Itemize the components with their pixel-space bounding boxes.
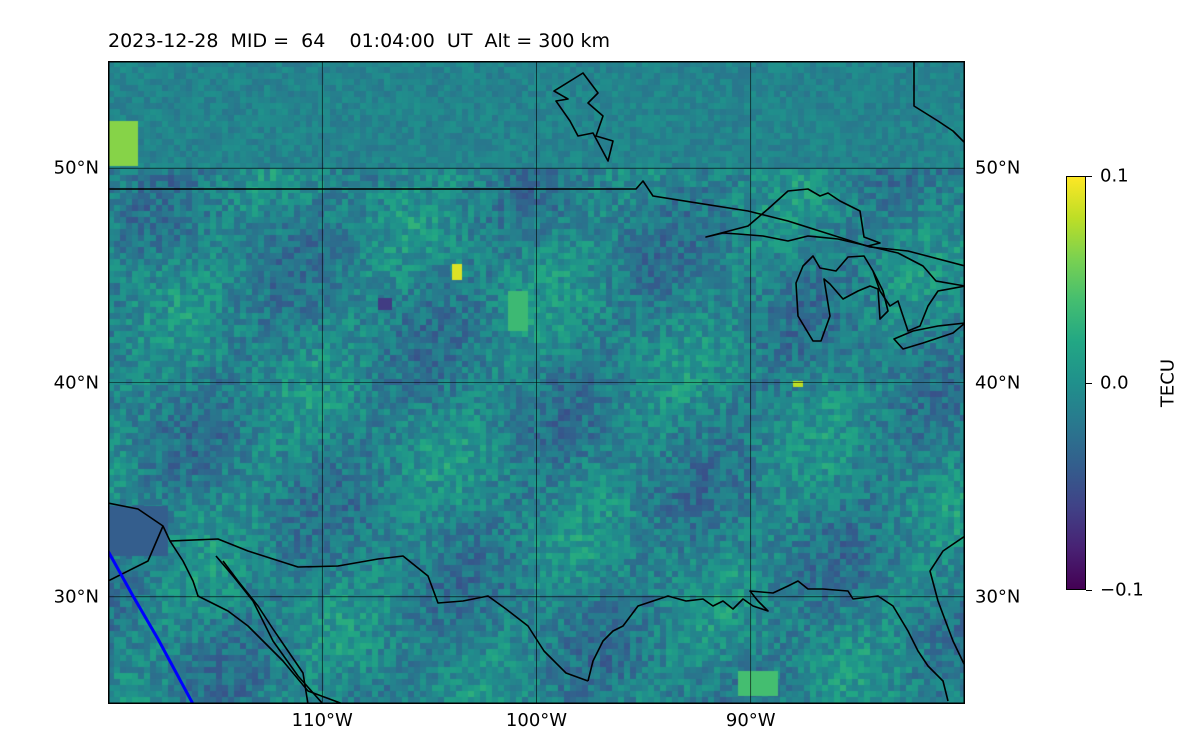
colorbar-tick-label: 0.0: [1100, 372, 1129, 394]
colorbar-tick-mark: [1086, 590, 1092, 591]
map-overlay: [108, 61, 965, 704]
map-title: 2023-12-28 MID = 64 01:04:00 UT Alt = 30…: [108, 30, 611, 52]
lon-tick-label: 100°W: [505, 710, 568, 731]
colorbar-tick-label: −0.1: [1100, 579, 1144, 601]
gulf-of-california-east: [222, 560, 309, 704]
lake-erie: [893, 322, 965, 350]
lon-tick-label: 90°W: [725, 710, 776, 731]
lat-tick-label-left: 40°N: [53, 372, 99, 393]
gridlines: [108, 61, 965, 704]
james-bay-coast: [553, 72, 614, 162]
lake-huron: [867, 245, 965, 332]
us-mexico-border: [108, 502, 589, 682]
us-canada-border: [108, 180, 965, 267]
tec-map[interactable]: [108, 61, 965, 704]
lat-tick-label-right: 40°N: [975, 372, 1021, 393]
lake-michigan: [795, 255, 889, 342]
lon-tick-label: 110°W: [291, 710, 353, 731]
lat-tick-label-left: 50°N: [53, 157, 99, 179]
colorbar-tick-mark: [1086, 383, 1092, 384]
lat-tick-label-right: 50°N: [975, 157, 1021, 179]
florida-atlantic: [929, 535, 965, 667]
gulf-coast: [587, 580, 949, 702]
mexico-pacific-coast: [169, 540, 344, 704]
solar-terminator: [108, 550, 195, 704]
boundaries: [108, 61, 965, 704]
colorbar: [1066, 176, 1086, 590]
colorbar-label: TECU: [1157, 358, 1179, 408]
lat-tick-label-left: 30°N: [53, 586, 99, 608]
map-border: [108, 61, 965, 704]
baja-coast: [215, 555, 324, 704]
sonora-coast: [108, 525, 164, 582]
lake-superior: [705, 188, 881, 247]
hudson-bay-coast: [913, 61, 965, 144]
colorbar-tick-mark: [1086, 176, 1092, 177]
lat-tick-label-right: 30°N: [975, 586, 1021, 608]
colorbar-tick-label: 0.1: [1100, 165, 1129, 187]
